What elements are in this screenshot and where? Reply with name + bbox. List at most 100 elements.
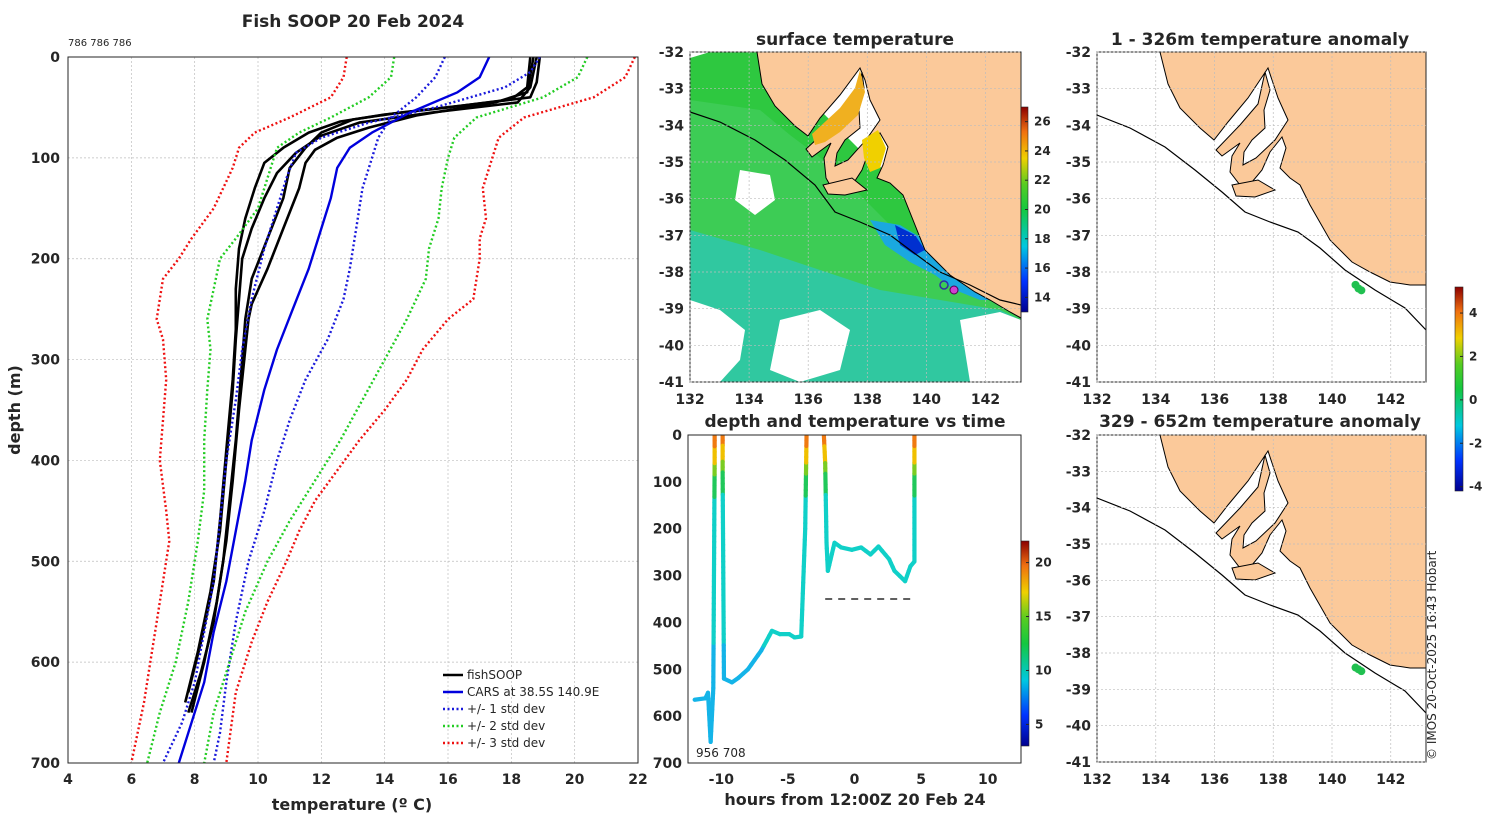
profile-series-std1-5 [161,57,541,763]
profile-series-fish-2 [190,57,535,713]
profile-x-tick-22: 22 [628,772,647,788]
anomaly1-x-tick-136: 136 [1200,392,1229,408]
sst-cloud-4 [960,312,1021,382]
sst-y-tick--41: -41 [659,375,684,391]
anomaly2-point-2 [1357,667,1366,676]
profile-x-tick-6: 6 [126,772,136,788]
legend-label-std3: +/- 3 std dev [467,736,545,750]
anomaly2-y-tick--32: -32 [1066,428,1091,444]
anomaly2-shelf-contour [1097,497,1426,714]
sst-marker-circle [939,280,949,290]
anomaly2-x-tick-138: 138 [1259,772,1288,788]
sst-y-tick--37: -37 [659,228,684,244]
profile-x-tick-10: 10 [248,772,268,788]
anomaly2-y-tick--34: -34 [1066,501,1092,517]
sst-shelf-contour [690,111,1021,306]
sst-cloud-2 [770,310,850,382]
sst-x-ticks: 132 134 136 138 140 142 [675,52,1000,408]
profile-axes-frame [67,56,639,764]
anomaly-colorbar-ticks: 4 2 0 -2 -4 [1460,306,1482,494]
profile-title: Fish SOOP 20 Feb 2024 [242,12,465,32]
anomaly-colorbar-tick--4: -4 [1469,480,1482,494]
anomaly1-x-ticks: 132 134 136 138 140 142 [1082,52,1405,408]
anomaly1-x-tick-140: 140 [1317,392,1346,408]
anomaly2-title: 329 - 652m temperature anomaly [1099,412,1421,432]
sst-colorbar-tick-20: 20 [1034,203,1051,217]
sst-x-tick-132: 132 [675,392,704,408]
sst-cloud-1 [690,300,745,382]
anomaly2-panel: 329 - 652m temperature anomaly 132 134 136… [1066,286,1482,788]
profile-series-std3-9 [130,57,348,763]
anomaly2-x-tick-142: 142 [1376,772,1405,788]
depthtime-y-tick-0: 0 [672,428,682,444]
profile-y-tick-600: 600 [31,655,60,671]
sst-spencer-gulf [812,70,865,145]
profile-x-tick-12: 12 [312,772,331,788]
anomaly2-land [1159,435,1426,669]
anomaly1-y-tick--36: -36 [1066,192,1091,208]
sst-marker-magenta [949,285,959,295]
anomaly-colorbar [1454,286,1464,492]
sst-colorbar-tick-16: 16 [1034,261,1051,275]
depthtime-colorbar [1020,540,1030,747]
anomaly1-kangaroo-island [1231,179,1277,198]
anomaly1-x-tick-132: 132 [1082,392,1111,408]
sst-y-ticks: -32 -33 -34 -35 -36 -37 -38 -39 -40 -41 [659,45,1021,391]
legend-label-std1: +/- 1 std dev [467,702,545,716]
profile-x-tick-16: 16 [438,772,457,788]
anomaly-colorbar-tick-2: 2 [1469,349,1477,363]
profile-series-fish-1 [183,57,538,703]
anomaly2-x-tick-140: 140 [1317,772,1346,788]
sst-colorbar-tick-24: 24 [1034,144,1051,158]
anomaly-colorbar-tick--2: -2 [1469,436,1482,450]
sst-x-tick-140: 140 [912,392,941,408]
sst-y-tick--38: -38 [659,265,684,281]
anomaly1-y-tick--33: -33 [1066,82,1091,98]
anomaly2-points [1351,663,1366,676]
profile-y-ticks: 0 100 200 300 400 500 600 700 [31,50,60,772]
sst-colorbar-ticks: 14 16 18 20 22 24 26 [1025,115,1051,304]
anomaly2-kangaroo-island [1231,562,1277,581]
profile-y-tick-100: 100 [31,151,60,167]
sst-land [756,52,1021,319]
sst-x-tick-134: 134 [734,392,763,408]
anomaly1-y-tick--41: -41 [1066,375,1091,391]
sst-x-tick-136: 136 [794,392,823,408]
depthtime-y-tick-200: 200 [653,522,682,538]
sst-colorbar-tick-14: 14 [1034,290,1051,304]
anomaly1-panel: 1 - 326m temperature anomaly 132 134 136 13… [1066,30,1427,408]
profile-y-tick-300: 300 [31,353,60,369]
profile-series-std2-7 [146,57,396,763]
credit-text: © IMOS 20-Oct-2025 16:43 Hobart [1425,550,1439,760]
anomaly2-y-tick--33: -33 [1066,464,1091,480]
profile-xlabel: temperature (º C) [272,795,432,814]
anomaly1-land [1159,52,1426,286]
anomaly-colorbar-tick-0: 0 [1469,393,1477,407]
profile-series [130,57,636,763]
profile-x-tick-18: 18 [502,772,521,788]
depthtime-series [692,435,917,745]
anomaly1-title: 1 - 326m temperature anomaly [1111,30,1409,50]
anomaly1-shelf-contour [1097,114,1426,331]
profile-panel: Fish SOOP 20 Feb 2024 786 786 786 4 6 8 10 1… [5,12,648,814]
depthtime-x-ticks: -10 -5 0 5 10 [709,772,998,788]
anomaly1-x-tick-142: 142 [1376,392,1405,408]
anomaly-colorbar-tick-4: 4 [1469,306,1477,320]
profile-legend: fishSOOP CARS at 38.5S 140.9E +/- 1 std … [443,668,599,750]
sst-y-tick--32: -32 [659,45,684,61]
anomaly1-x-tick-134: 134 [1141,392,1170,408]
profile-subtitle: 786 786 786 [68,38,132,49]
sst-gulf-st-vincent [862,130,886,172]
anomaly2-y-tick--39: -39 [1066,682,1091,698]
profile-x-ticks: 4 6 8 10 12 14 16 18 20 22 [63,772,648,788]
anomaly2-y-tick--36: -36 [1066,573,1091,589]
profile-y-tick-500: 500 [31,554,60,570]
depthtime-colorbar-tick-15: 15 [1035,610,1052,624]
profile-series-std1-6 [212,57,446,763]
depthtime-y-ticks: 0 100 200 300 400 500 600 700 [653,428,682,772]
profile-series-cars-4 [177,57,491,763]
anomaly1-y-tick--34: -34 [1066,118,1092,134]
legend-label-std2: +/- 2 std dev [467,719,545,733]
profile-ylabel: depth (m) [5,365,24,455]
